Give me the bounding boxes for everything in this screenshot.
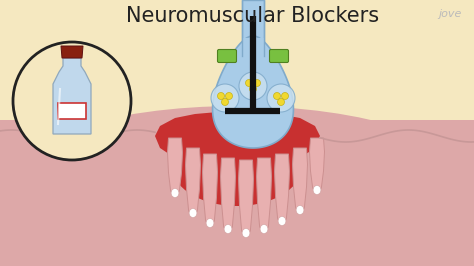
Circle shape: [277, 98, 284, 106]
Polygon shape: [220, 158, 236, 232]
Polygon shape: [61, 46, 83, 58]
Circle shape: [239, 72, 267, 100]
Circle shape: [246, 80, 253, 86]
Text: Neuromuscular Blockers: Neuromuscular Blockers: [127, 6, 380, 26]
FancyBboxPatch shape: [270, 49, 289, 63]
Ellipse shape: [260, 225, 268, 234]
Ellipse shape: [278, 217, 286, 226]
FancyBboxPatch shape: [242, 0, 264, 56]
Polygon shape: [202, 154, 218, 226]
Circle shape: [249, 85, 256, 93]
Polygon shape: [212, 36, 293, 148]
FancyBboxPatch shape: [58, 103, 86, 119]
Polygon shape: [155, 111, 320, 171]
Polygon shape: [238, 160, 254, 236]
Polygon shape: [185, 148, 201, 216]
Bar: [0, 0, 474, 150]
Circle shape: [282, 93, 289, 99]
Polygon shape: [53, 58, 91, 134]
Text: jove: jove: [438, 9, 462, 19]
Circle shape: [226, 93, 233, 99]
Polygon shape: [0, 128, 155, 266]
FancyBboxPatch shape: [218, 49, 237, 63]
Ellipse shape: [172, 126, 302, 206]
Ellipse shape: [242, 228, 250, 238]
Circle shape: [267, 84, 295, 112]
Circle shape: [273, 93, 281, 99]
Ellipse shape: [206, 218, 214, 227]
Polygon shape: [274, 154, 290, 224]
Polygon shape: [167, 138, 182, 196]
Ellipse shape: [13, 42, 131, 160]
Polygon shape: [310, 138, 325, 193]
Ellipse shape: [224, 225, 232, 234]
Ellipse shape: [0, 106, 474, 266]
Bar: [0, 136, 474, 266]
Circle shape: [218, 93, 225, 99]
Circle shape: [254, 80, 261, 86]
Polygon shape: [256, 158, 272, 232]
Polygon shape: [292, 148, 308, 213]
Bar: [0, 120, 474, 150]
Ellipse shape: [171, 189, 179, 197]
Circle shape: [221, 98, 228, 106]
Ellipse shape: [296, 206, 304, 214]
Circle shape: [211, 84, 239, 112]
Polygon shape: [320, 128, 474, 266]
Ellipse shape: [313, 185, 321, 194]
FancyBboxPatch shape: [242, 38, 264, 58]
Ellipse shape: [189, 209, 197, 218]
